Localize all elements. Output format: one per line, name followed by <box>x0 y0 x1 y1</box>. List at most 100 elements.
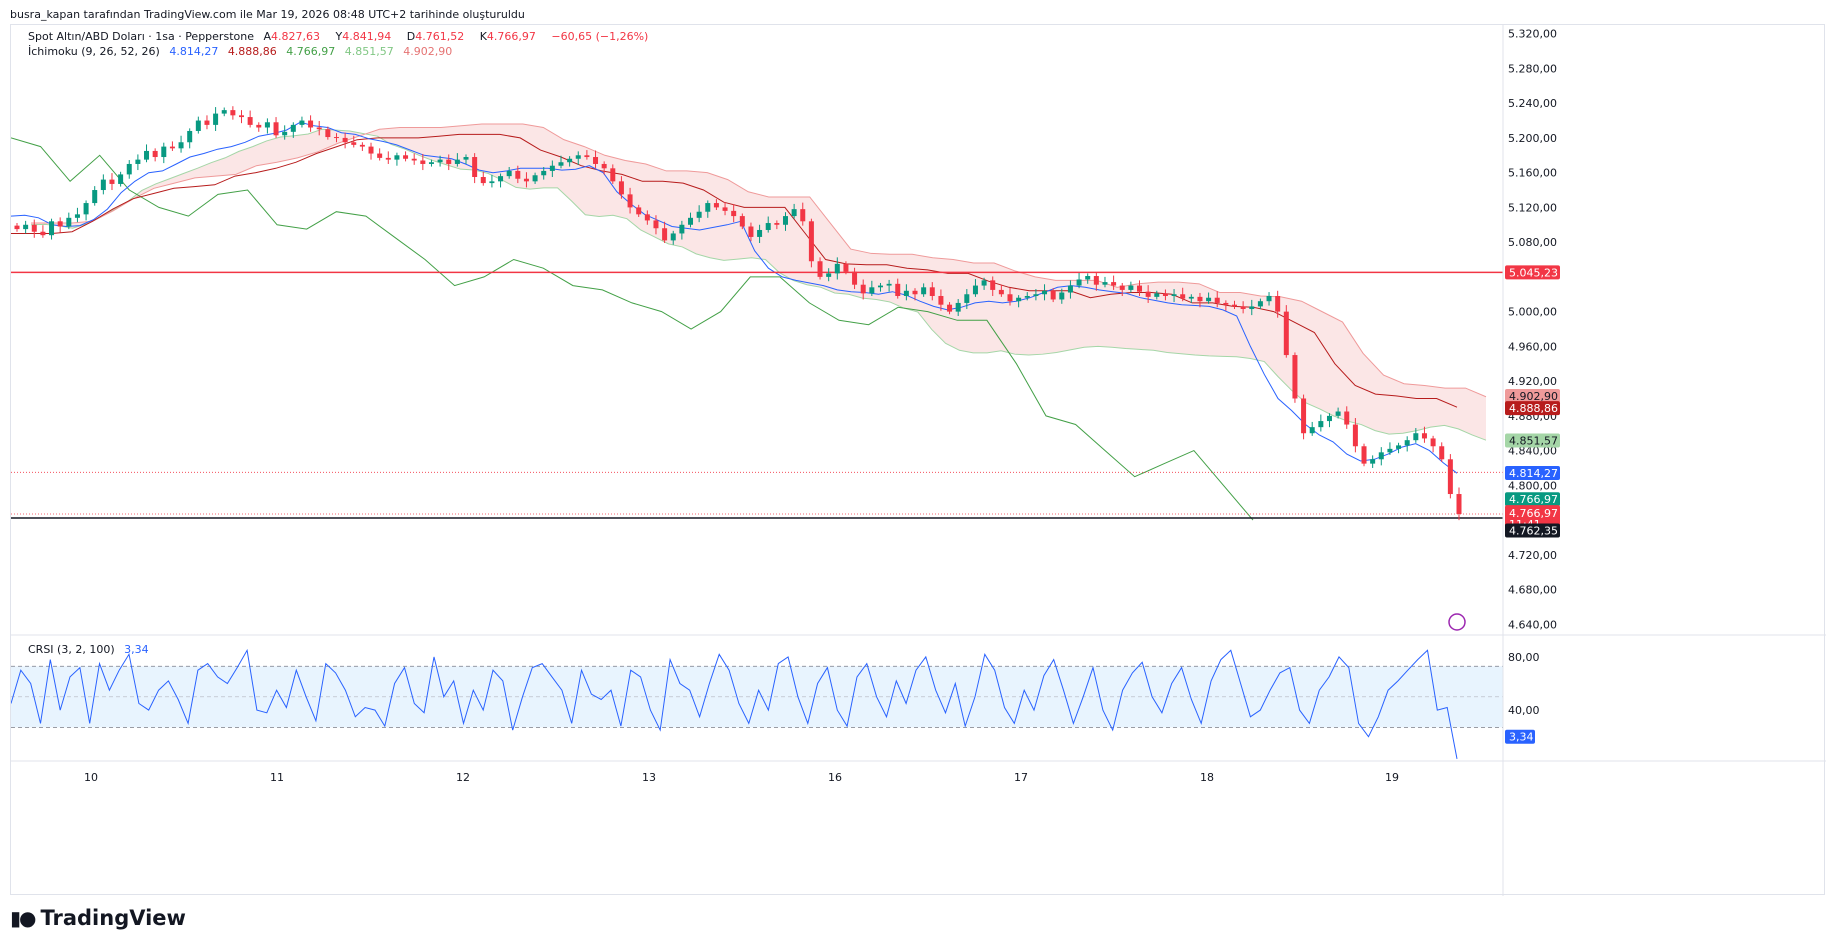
candle-body <box>299 120 305 125</box>
candle-body <box>394 155 400 160</box>
symbol-name: Spot Altın/ABD Doları · 1sa · Pepperston… <box>28 30 254 43</box>
price-tags: 5.045,23 4.902,904.888,86 4.851,57 4.814,27… <box>1448 265 1560 744</box>
date-tick-label: 19 <box>1385 771 1399 784</box>
lead-b-price-tag: 4.902,90 <box>1509 390 1558 403</box>
chart-canvas[interactable]: 5.320,00 5.280,00 5.240,00 5.200,00 5.160,00… <box>11 25 1826 896</box>
candle-body <box>92 190 98 204</box>
candle-body <box>877 285 883 288</box>
candle-body <box>1249 306 1255 310</box>
candle-body <box>1102 282 1108 285</box>
candle-body <box>817 261 823 277</box>
candle-body <box>333 137 339 139</box>
candle-body <box>169 146 175 149</box>
ohlc-low: D4.761,52 <box>407 30 470 43</box>
price-tick-label: 4.800,00 <box>1508 479 1557 492</box>
candle-body <box>1231 304 1237 307</box>
candle-body <box>273 122 279 136</box>
candle-body <box>1439 446 1445 460</box>
candle-body <box>1266 295 1272 302</box>
candle-body <box>1275 295 1281 312</box>
date-tick-label: 11 <box>270 771 284 784</box>
candle-body <box>886 283 892 286</box>
candle-body <box>342 137 348 143</box>
candle-body <box>1370 459 1376 464</box>
candle-body <box>1050 290 1056 300</box>
candle-body <box>964 294 970 303</box>
crsi-pane <box>11 648 1503 759</box>
candle-body <box>403 155 409 159</box>
candle-body <box>722 207 728 211</box>
candle-body <box>1059 292 1065 300</box>
crsi-tick-label: 80,00 <box>1508 651 1540 664</box>
candle-body <box>610 168 616 182</box>
candle-body <box>1171 294 1177 296</box>
base-price-tag-bg <box>1505 401 1560 416</box>
candle-body <box>1093 276 1099 285</box>
close-label: K <box>479 30 487 43</box>
date-tick-label: 13 <box>642 771 656 784</box>
date-tick-label: 10 <box>84 771 98 784</box>
candle-body <box>800 209 806 222</box>
candle-body <box>1119 285 1125 290</box>
chart-frame[interactable]: 5.320,00 5.280,00 5.240,00 5.200,00 5.160,00… <box>10 24 1826 896</box>
candle-body <box>782 216 788 225</box>
candle-body <box>325 129 331 138</box>
candle-body <box>385 157 391 160</box>
candle-body <box>575 155 581 159</box>
leading-span-b-line <box>31 123 1487 398</box>
candle-body <box>1214 297 1220 303</box>
candle-body <box>221 110 227 114</box>
candle-body <box>1456 494 1462 515</box>
candle-body <box>498 176 504 182</box>
candle-body <box>636 207 642 215</box>
ichimoku-base-value: 4.888,86 <box>227 45 277 58</box>
high-value: 4.841,94 <box>342 30 392 43</box>
candle-body <box>247 117 253 125</box>
candle-body <box>541 170 547 176</box>
candle-body <box>523 178 529 182</box>
candle-body <box>359 144 365 147</box>
candle-body <box>1378 452 1384 460</box>
candle-body <box>739 216 745 227</box>
price-tick-label: 4.720,00 <box>1508 549 1557 562</box>
low-value: 4.761,52 <box>415 30 465 43</box>
candle-body <box>713 203 719 208</box>
ichimoku-lead-b-value: 4.902,90 <box>403 45 453 58</box>
candle-body <box>49 221 55 236</box>
candle-body <box>601 163 607 169</box>
price-tick-label: 4.680,00 <box>1508 584 1557 597</box>
candle-body <box>144 150 150 160</box>
tradingview-logo[interactable]: ▮● TradingView <box>10 906 186 930</box>
candle-body <box>860 284 866 294</box>
low-line-price-tag: 4.762,35 <box>1509 525 1558 538</box>
candle-body <box>368 146 374 154</box>
candle-body <box>843 263 849 272</box>
ohlc-high: Y4.841,94 <box>336 30 398 43</box>
candle-body <box>1361 446 1367 464</box>
candle-body <box>489 181 495 184</box>
hline-price-tag: 5.045,23 <box>1509 266 1558 279</box>
ichimoku-conversion-value: 4.814,27 <box>169 45 219 58</box>
candle-body <box>1042 290 1048 295</box>
candle-body <box>1318 421 1324 428</box>
candle-body <box>584 155 590 158</box>
price-tick-label: 5.280,00 <box>1508 62 1557 75</box>
candle-body <box>1257 301 1263 307</box>
low-line-price-tag-bg <box>1505 523 1560 538</box>
candle-body <box>774 223 780 225</box>
low-label: D <box>406 30 416 43</box>
candle-body <box>506 170 512 177</box>
candle-body <box>1309 427 1315 434</box>
close-value: 4.766,97 <box>486 30 536 43</box>
candle-body <box>239 115 245 118</box>
candle-body <box>40 231 46 236</box>
candle-body <box>1352 424 1358 447</box>
candle-body <box>1326 415 1332 422</box>
candle-body <box>428 162 434 164</box>
candle-body <box>1111 282 1117 286</box>
ichimoku-cloud-fill <box>31 124 1486 441</box>
candle-body <box>1145 291 1151 297</box>
candle-body <box>31 224 37 232</box>
candle-body <box>921 287 927 295</box>
candle-body <box>1188 296 1194 299</box>
